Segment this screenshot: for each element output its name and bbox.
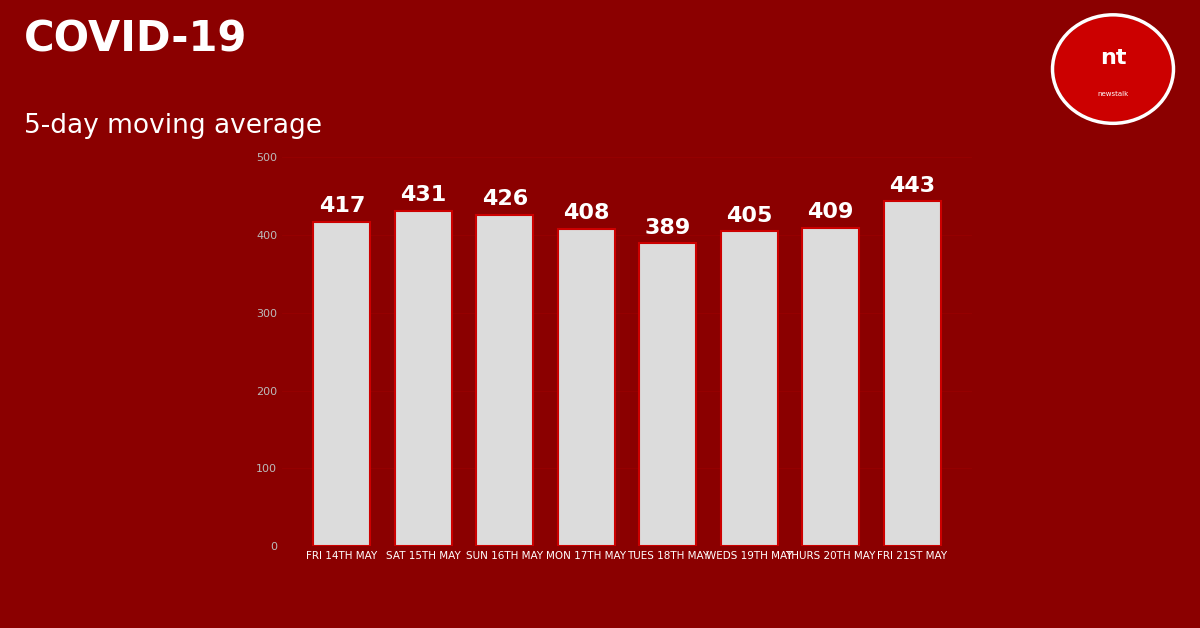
Bar [802,228,859,546]
Circle shape [1055,17,1171,121]
Text: 431: 431 [401,185,446,205]
Text: 5-day moving average: 5-day moving average [24,113,322,139]
Text: 389: 389 [644,218,691,238]
Text: 409: 409 [808,202,854,222]
Text: COVID-19: COVID-19 [24,19,247,61]
Bar [558,229,614,546]
Bar [476,215,533,546]
Text: 426: 426 [481,189,528,209]
Bar [883,202,941,546]
Text: 443: 443 [889,176,935,196]
Text: 408: 408 [563,203,610,223]
Bar [395,211,452,546]
Text: newstalk: newstalk [1097,91,1129,97]
Text: 405: 405 [726,205,773,225]
Bar [721,231,778,546]
Text: 417: 417 [319,196,365,216]
Bar [313,222,371,546]
Bar [640,244,696,546]
Text: nt: nt [1099,48,1127,68]
